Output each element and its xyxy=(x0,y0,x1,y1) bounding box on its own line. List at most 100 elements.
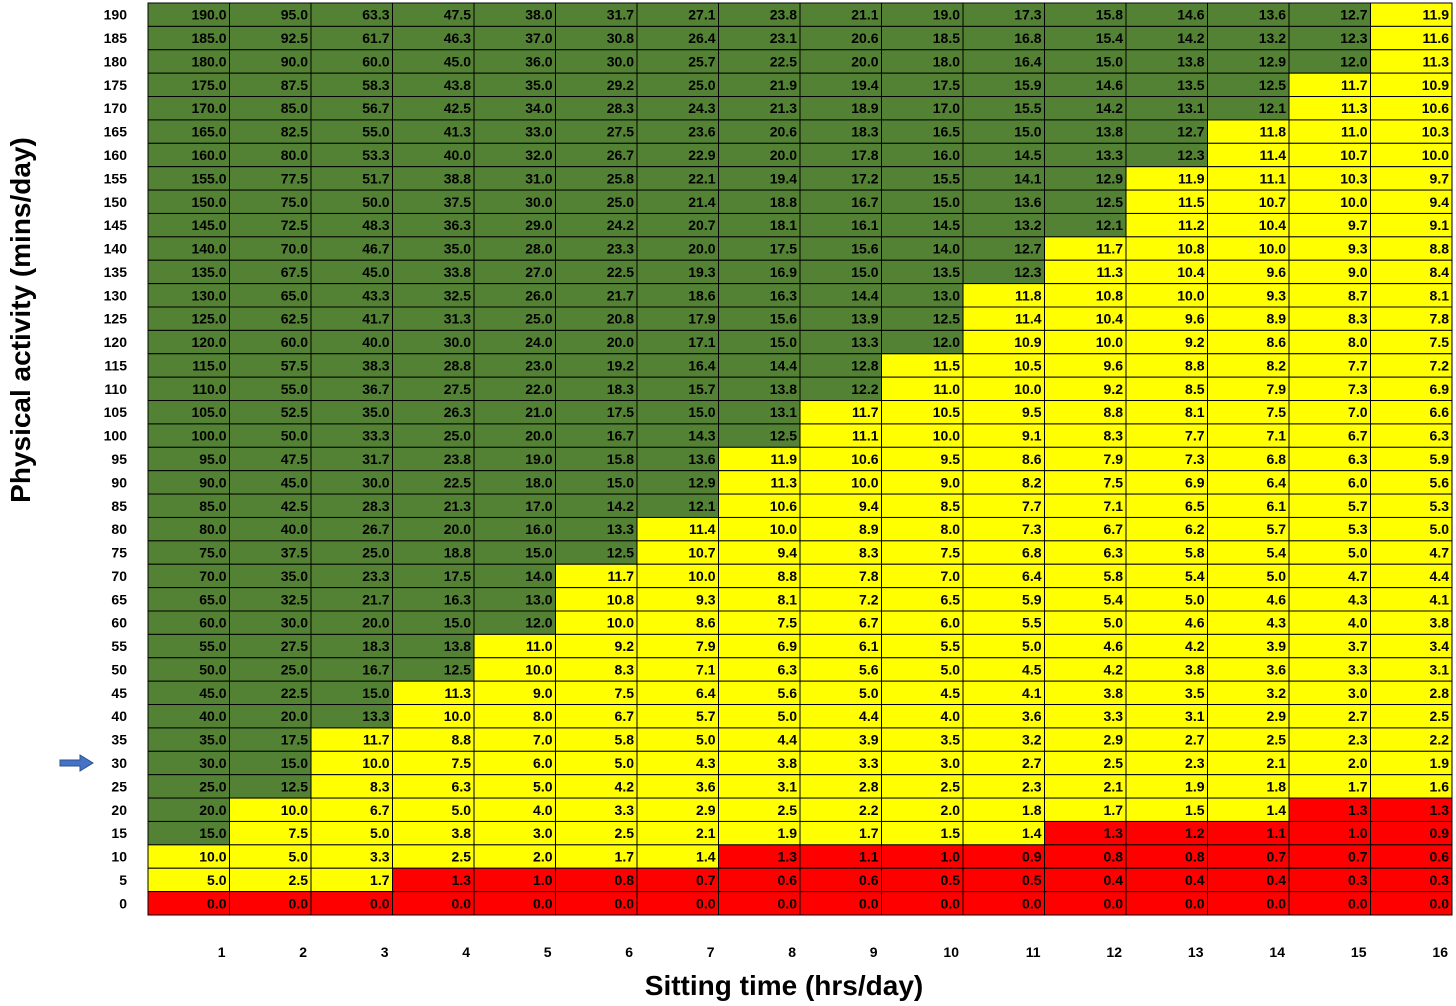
cell-value-label: 8.5 xyxy=(941,498,961,514)
cell-value-label: 18.3 xyxy=(607,381,634,397)
heatmap-cell: 24.2 xyxy=(555,212,638,238)
heatmap-cell: 18.8 xyxy=(718,189,801,214)
heatmap-cell: 19.4 xyxy=(718,166,801,191)
cell-value-label: 2.0 xyxy=(941,802,961,818)
cell-value-label: 58.3 xyxy=(362,77,389,93)
heatmap-cell: 13.9 xyxy=(799,306,882,331)
heatmap-cell: 3.3 xyxy=(555,797,638,822)
cell-value-label: 105.0 xyxy=(191,404,226,420)
heatmap-cell: 37.0 xyxy=(473,25,556,51)
cell-value-label: 6.9 xyxy=(1430,381,1450,397)
cell-value-label: 4.6 xyxy=(1267,591,1287,607)
cell-value-label: 13.5 xyxy=(933,264,960,280)
heatmap-cell: 0.4 xyxy=(1207,867,1290,893)
heatmap-cell: 6.0 xyxy=(1288,470,1371,495)
cell-value-label: 31.7 xyxy=(362,451,389,467)
cell-value-label: 38.0 xyxy=(525,7,552,23)
heatmap-cell: 7.8 xyxy=(799,563,882,589)
heatmap-cell: 38.8 xyxy=(392,166,475,191)
heatmap-cell: 7.3 xyxy=(1125,446,1208,472)
heatmap-cell: 3.5 xyxy=(1125,680,1208,706)
heatmap-cell: 11.7 xyxy=(1288,72,1371,98)
cell-value-label: 0.0 xyxy=(1022,895,1042,911)
heatmap-cell: 11.7 xyxy=(555,563,638,589)
heatmap-cell: 11.0 xyxy=(473,633,556,659)
cell-value-label: 2.0 xyxy=(533,849,553,865)
heatmap-cell: 16.5 xyxy=(881,119,964,144)
cell-value-label: 11.1 xyxy=(1260,170,1287,186)
heatmap-cell: 0.7 xyxy=(1288,844,1371,869)
x-tick-label: 4 xyxy=(462,944,470,960)
heatmap-cell: 8.5 xyxy=(1125,376,1208,402)
heatmap-cell: 5.0 xyxy=(1044,610,1127,635)
cell-value-label: 4.5 xyxy=(1022,661,1042,677)
heatmap-cell: 20.0 xyxy=(718,142,801,168)
cell-value-label: 6.9 xyxy=(778,638,798,654)
heatmap-cell: 0.0 xyxy=(799,891,882,916)
heatmap-cell: 8.2 xyxy=(962,470,1045,495)
heatmap-cell: 0.0 xyxy=(881,891,964,916)
heatmap-cell: 13.6 xyxy=(636,446,719,472)
heatmap-cell: 9.5 xyxy=(881,446,964,472)
heatmap-cell: 10.0 xyxy=(147,844,230,869)
cell-value-label: 3.8 xyxy=(452,825,472,841)
heatmap-cell: 16.7 xyxy=(310,657,393,682)
cell-value-label: 14.0 xyxy=(933,241,960,257)
cell-value-label: 14.5 xyxy=(933,217,960,233)
heatmap-cell: 11.7 xyxy=(1044,236,1127,261)
cell-value-label: 8.0 xyxy=(533,708,553,724)
cell-value-label: 4.2 xyxy=(615,778,635,794)
heatmap-cell: 22.1 xyxy=(636,166,719,191)
heatmap-cell: 9.1 xyxy=(1370,212,1453,238)
cell-value-label: 0.9 xyxy=(1430,825,1450,841)
heatmap-cell: 11.3 xyxy=(1044,259,1127,285)
heatmap-cell: 3.1 xyxy=(718,774,801,799)
heatmap-cell: 0.0 xyxy=(1370,891,1453,916)
cell-value-label: 135.0 xyxy=(191,264,226,280)
y-tick-label: 75 xyxy=(111,545,127,561)
heatmap-cell: 8.8 xyxy=(718,563,801,589)
cell-value-label: 27.0 xyxy=(525,264,552,280)
cell-value-label: 5.0 xyxy=(615,755,635,771)
heatmap-cell: 3.1 xyxy=(1125,704,1208,729)
cell-value-label: 16.3 xyxy=(770,287,797,303)
heatmap-cell: 3.6 xyxy=(1207,657,1290,682)
cell-value-label: 37.5 xyxy=(281,545,308,561)
cell-value-label: 2.9 xyxy=(696,802,716,818)
heatmap-cell: 17.1 xyxy=(636,329,719,355)
heatmap-cell: 13.1 xyxy=(718,400,801,425)
cell-value-label: 7.5 xyxy=(289,825,309,841)
heatmap-cell: 20.7 xyxy=(636,212,719,238)
cell-value-label: 1.0 xyxy=(941,849,961,865)
cell-value-label: 110.0 xyxy=(192,381,226,397)
heatmap-cell: 7.5 xyxy=(718,610,801,635)
heatmap-cell: 38.3 xyxy=(310,353,393,378)
heatmap-cell: 3.7 xyxy=(1288,633,1371,659)
heatmap-cell: 9.7 xyxy=(1288,212,1371,238)
cell-value-label: 17.5 xyxy=(933,77,960,93)
cell-value-label: 16.4 xyxy=(688,357,715,373)
cell-value-label: 25.0 xyxy=(525,311,552,327)
heatmap-cell: 95.0 xyxy=(229,2,312,27)
cell-value-label: 21.1 xyxy=(851,7,878,23)
cell-value-label: 33.8 xyxy=(444,264,471,280)
heatmap-cell: 16.4 xyxy=(962,49,1045,74)
cell-value-label: 25.0 xyxy=(607,194,634,210)
cell-value-label: 15.0 xyxy=(851,264,878,280)
heatmap-cell: 55.0 xyxy=(310,119,393,144)
heatmap-cell: 19.4 xyxy=(799,72,882,98)
cell-value-label: 12.5 xyxy=(1259,77,1286,93)
cell-value-label: 45.0 xyxy=(362,264,389,280)
cell-value-label: 13.8 xyxy=(1096,124,1123,140)
cell-value-label: 0.6 xyxy=(1430,849,1450,865)
heatmap-cell: 40.0 xyxy=(392,142,475,168)
cell-value-label: 21.0 xyxy=(525,404,552,420)
heatmap-cell: 2.5 xyxy=(718,797,801,822)
heatmap-cell: 14.4 xyxy=(799,283,882,308)
y-tick-label: 135 xyxy=(104,264,128,280)
cell-value-label: 11.9 xyxy=(1423,7,1450,23)
cell-value-label: 0.0 xyxy=(1104,895,1124,911)
heatmap-cell: 0.4 xyxy=(1044,867,1127,893)
cell-value-label: 22.9 xyxy=(688,147,715,163)
